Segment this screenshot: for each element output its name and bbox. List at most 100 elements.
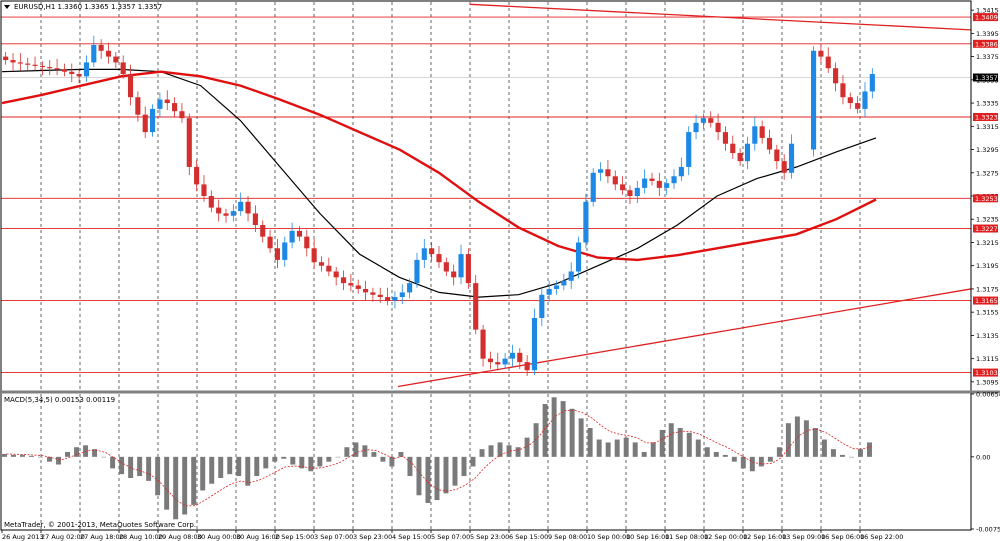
candle-body xyxy=(737,153,743,162)
candle-body xyxy=(355,285,361,289)
macd-bar xyxy=(11,454,16,457)
candle-body xyxy=(10,60,16,63)
macd-bar xyxy=(758,456,764,467)
macd-bar xyxy=(29,455,34,457)
macd-bar xyxy=(704,447,710,457)
macd-bar xyxy=(191,456,197,505)
y-tick-label: 1.3335 xyxy=(976,100,999,108)
candle-body xyxy=(289,230,295,243)
candle-body xyxy=(54,68,60,70)
macd-axis: 0.00654 0.00 -0.00751 xyxy=(971,391,1000,534)
y-tick-label: 1.3375 xyxy=(976,53,999,61)
macd-bar xyxy=(542,403,548,457)
macd-bar xyxy=(812,428,818,457)
macd-bar xyxy=(668,423,674,457)
y-tick-label: 1.3295 xyxy=(976,146,999,154)
candle-body xyxy=(105,50,112,57)
candle-body xyxy=(326,265,332,272)
candle-body xyxy=(487,358,493,363)
x-tick-label: 6 Sep 15:00 xyxy=(509,533,548,541)
candle-body xyxy=(157,99,163,109)
candle-body xyxy=(840,83,846,98)
candle-body xyxy=(546,288,552,295)
x-tick-label: 3 Sep 07:00 xyxy=(314,533,353,541)
candle-body xyxy=(598,169,604,173)
candle-body xyxy=(333,271,339,278)
candle-body xyxy=(862,91,868,109)
macd-bar xyxy=(695,439,701,457)
y-tick-label: 1.3115 xyxy=(976,355,999,363)
y-tick-label: 1.3195 xyxy=(976,262,999,270)
candle-body xyxy=(517,352,523,363)
candle-body xyxy=(436,254,442,263)
macd-bar xyxy=(785,423,791,457)
macd-bar xyxy=(182,456,188,515)
candle-body xyxy=(25,63,31,65)
macd-bar xyxy=(479,449,485,457)
macd-bar xyxy=(227,456,233,475)
y-tick-label: 1.3235 xyxy=(976,216,999,224)
macd-bar xyxy=(848,456,854,458)
candle-body xyxy=(32,64,38,66)
level-badge xyxy=(973,39,998,48)
candle-body xyxy=(649,178,655,181)
macd-bar xyxy=(569,408,575,457)
macd-bar xyxy=(20,454,25,457)
macd-bar xyxy=(623,437,629,457)
candle-body xyxy=(502,358,508,365)
candle-body xyxy=(230,211,236,216)
macd-bar xyxy=(650,442,656,457)
candle-body xyxy=(274,248,280,260)
candle-body xyxy=(39,65,45,68)
x-tick-label: 2 Sep 15:00 xyxy=(275,533,314,541)
candle-body xyxy=(135,97,141,115)
macd-bar xyxy=(821,439,827,457)
macd-bar xyxy=(677,428,683,457)
candle-body xyxy=(781,161,787,173)
x-tick-label: 11 Sep 08:00 xyxy=(665,533,708,541)
level-badge-label: 1.3409 xyxy=(975,14,998,22)
candle-body xyxy=(568,271,574,281)
y-tick-label: 1.3395 xyxy=(976,30,999,38)
candle-body xyxy=(465,254,471,284)
macd-bar xyxy=(839,454,845,457)
macd-bar xyxy=(434,456,440,501)
price-chart-title: EURUSD,H1 1.3360 1.3365 1.3357 1.3357 xyxy=(14,3,162,11)
macd-bar xyxy=(218,456,224,478)
candle-body xyxy=(223,213,229,216)
candle-body xyxy=(282,242,288,260)
macd-bar xyxy=(740,456,746,469)
candle-body xyxy=(17,62,23,64)
y-tick-label: 1.3095 xyxy=(976,378,999,386)
candle-body xyxy=(847,97,853,104)
candle-body xyxy=(201,184,207,196)
macd-bar xyxy=(281,456,287,459)
candle-body xyxy=(590,172,596,202)
candle-body xyxy=(612,176,618,185)
candle-body xyxy=(142,114,148,133)
candle-body xyxy=(678,166,684,177)
candle-body xyxy=(730,143,736,154)
macd-bar xyxy=(362,445,368,457)
macd-bar xyxy=(470,456,476,467)
candle-body xyxy=(370,292,376,295)
macd-bar xyxy=(452,456,458,486)
macd-bar xyxy=(74,447,80,457)
dropdown-triangle-icon[interactable] xyxy=(4,5,10,9)
macd-bar xyxy=(173,456,179,520)
candle-body xyxy=(671,176,677,184)
macd-bar xyxy=(767,456,773,462)
macd-histogram xyxy=(2,397,872,520)
trend-lines xyxy=(397,3,972,388)
x-tick-label: 13 Sep 09:00 xyxy=(782,533,825,541)
candle-body xyxy=(252,213,258,226)
macd-y-tick-label: 0.00 xyxy=(976,453,990,461)
candle-body xyxy=(715,122,721,133)
macd-bar xyxy=(110,456,116,469)
candle-body xyxy=(744,143,751,162)
candle-body xyxy=(260,225,266,237)
macd-title: MACD(5,34,5) 0.00153 0.00119 xyxy=(4,396,115,404)
candle-body xyxy=(539,294,545,318)
candle-body xyxy=(524,362,530,371)
macd-bar xyxy=(209,456,215,484)
